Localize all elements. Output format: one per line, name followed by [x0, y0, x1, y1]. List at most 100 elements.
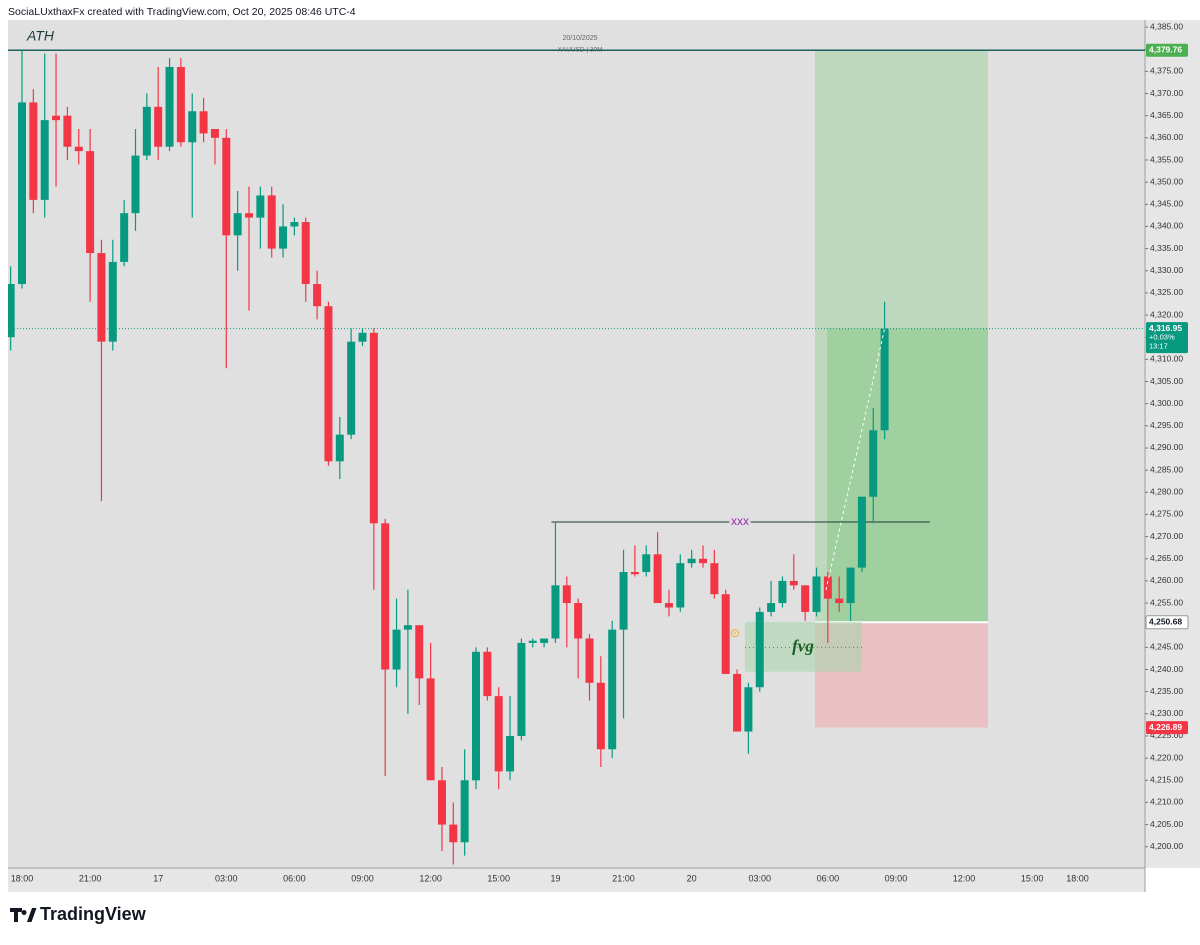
price-tag: [1145, 615, 1189, 630]
y-tick-label: 4,345.00: [1150, 199, 1183, 209]
x-tick-label: 12:00: [953, 873, 976, 883]
price-tag-label: 4,316.95: [1149, 323, 1182, 333]
y-tick-label: 4,260.00: [1150, 575, 1183, 585]
candle-body: [392, 629, 401, 670]
candle-body: [233, 213, 242, 236]
candle-body: [245, 213, 253, 218]
candle-body: [210, 128, 219, 138]
candle-body: [324, 306, 333, 462]
y-tick-label: 4,230.00: [1150, 708, 1183, 718]
candle-body: [699, 558, 707, 564]
y-tick-label: 4,295.00: [1150, 420, 1183, 430]
y-tick-label: 4,350.00: [1150, 176, 1183, 186]
candle-body: [86, 151, 95, 254]
candle-body: [483, 651, 492, 697]
candle-body: [733, 673, 742, 732]
candle-body: [63, 115, 72, 147]
x-tick-label: 21:00: [612, 873, 635, 883]
y-tick-label: 4,200.00: [1150, 841, 1183, 851]
price-tag-label: 4,226.89: [1149, 722, 1182, 732]
y-tick-label: 4,270.00: [1150, 531, 1183, 541]
candle-body: [120, 213, 129, 262]
candle-body: [835, 598, 844, 604]
x-tick-label: 19: [550, 873, 560, 883]
y-tick-label: 4,360.00: [1150, 132, 1183, 142]
candle-body: [460, 780, 469, 843]
y-tick-label: 4,325.00: [1150, 287, 1183, 297]
y-tick-label: 4,375.00: [1150, 66, 1183, 76]
y-tick-label: 4,300.00: [1150, 398, 1183, 408]
candle-body: [154, 106, 163, 147]
header: SociaLUxthaxFx created with TradingView.…: [8, 6, 356, 18]
candle-body: [721, 594, 730, 674]
x-tick-label: 12:00: [419, 873, 442, 883]
candle-body: [574, 603, 583, 639]
candle-body: [846, 567, 855, 604]
fvg-box: [745, 622, 862, 672]
candle-body: [528, 640, 537, 643]
candle-body: [369, 332, 378, 524]
fvg-label: fvg: [792, 636, 814, 655]
price-tag: [1146, 322, 1188, 354]
price-tag-countdown: 13:17: [1149, 342, 1168, 351]
candle-body: [335, 434, 344, 462]
candle-body: [664, 603, 673, 608]
brand-logo: [10, 908, 37, 922]
brand: TradingView: [40, 904, 147, 924]
y-tick-label: 4,340.00: [1150, 221, 1183, 231]
price-tag-change: +0.03%: [1149, 333, 1175, 342]
candle-body: [619, 572, 628, 630]
x-tick-label: 03:00: [215, 873, 238, 883]
candle-body: [176, 66, 185, 143]
candle-body: [347, 341, 356, 435]
y-tick-label: 4,310.00: [1150, 354, 1183, 364]
x-tick-label: 09:00: [885, 873, 908, 883]
y-tick-label: 4,285.00: [1150, 464, 1183, 474]
candle-body: [131, 155, 140, 214]
candle-body: [585, 638, 594, 683]
candle-body: [472, 651, 480, 781]
time-axis: [8, 868, 1145, 892]
candle-body: [801, 585, 810, 612]
price-tag-label: 4,250.68: [1149, 616, 1182, 626]
candle-body: [710, 563, 719, 595]
candle-body: [494, 696, 503, 772]
y-tick-label: 4,330.00: [1150, 265, 1183, 275]
candle-body: [222, 137, 231, 236]
candle-body: [869, 430, 878, 497]
candle-body: [755, 611, 764, 688]
candle-body: [403, 625, 412, 630]
y-tick-label: 4,290.00: [1150, 442, 1183, 452]
candle-body: [437, 780, 446, 825]
candle-body: [165, 66, 174, 147]
candle-body: [857, 496, 866, 568]
y-tick-label: 4,370.00: [1150, 88, 1183, 98]
candle-body: [812, 576, 821, 612]
y-tick-label: 4,235.00: [1150, 686, 1183, 696]
x-tick-label: 18:00: [11, 873, 34, 883]
trade-path: [825, 328, 886, 591]
candle-body: [267, 195, 276, 249]
y-tick-label: 4,225.00: [1150, 730, 1183, 740]
candle-body: [540, 638, 549, 643]
candle-body: [279, 226, 288, 249]
x-tick-label: 21:00: [79, 873, 102, 883]
y-tick-label: 4,275.00: [1150, 509, 1183, 519]
candle-body: [596, 682, 605, 750]
candle-body: [823, 576, 832, 599]
x-tick-label: 15:00: [487, 873, 510, 883]
y-tick-label: 4,305.00: [1150, 376, 1183, 386]
y-tick-label: 4,220.00: [1150, 752, 1183, 762]
candle-body: [358, 332, 367, 342]
candle-body: [880, 328, 889, 431]
candle-body: [313, 284, 322, 307]
candle-body: [142, 106, 151, 156]
candle-body: [381, 523, 390, 670]
candle-body: [97, 253, 106, 342]
candle-body: [188, 111, 197, 143]
alert-icon: ⊙: [730, 626, 740, 640]
price-tag: [1146, 43, 1188, 57]
x-tick-label: 06:00: [817, 873, 840, 883]
